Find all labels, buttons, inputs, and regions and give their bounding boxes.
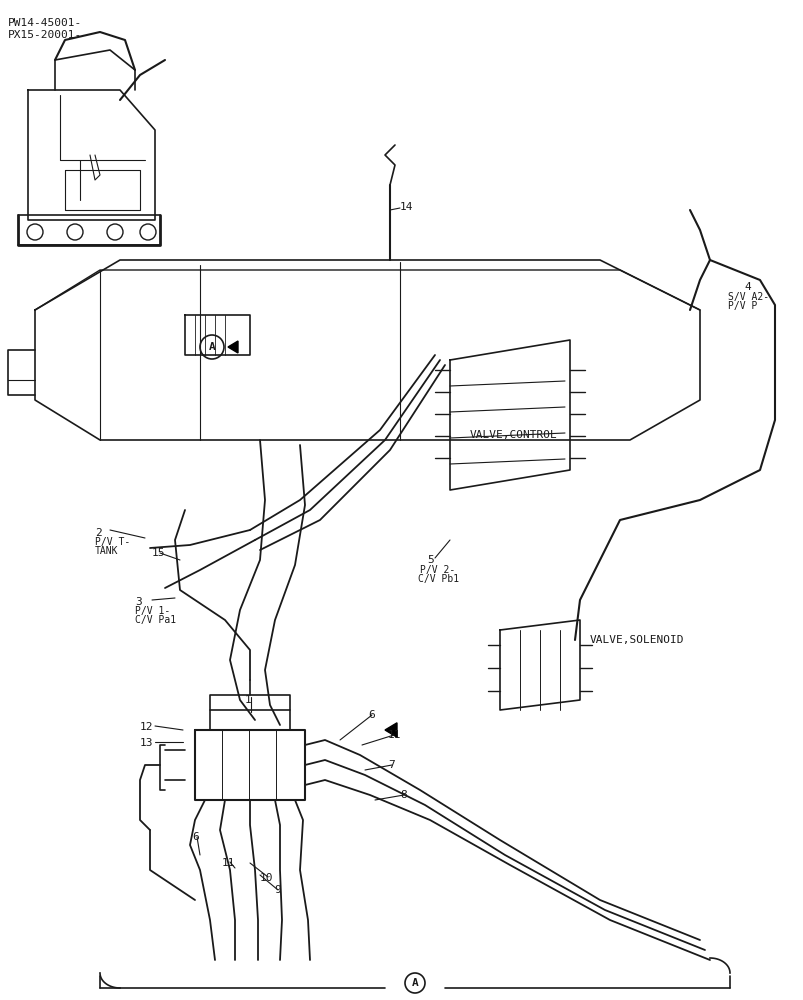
Text: 9: 9 (274, 885, 280, 895)
Text: 5: 5 (426, 555, 433, 565)
Text: 15: 15 (152, 548, 165, 558)
Text: P/V T-: P/V T- (95, 537, 130, 547)
Polygon shape (385, 723, 397, 737)
Text: 11: 11 (222, 858, 235, 868)
Text: 2: 2 (95, 528, 102, 538)
Text: 11: 11 (388, 730, 401, 740)
Text: 12: 12 (140, 722, 153, 732)
Text: P/V 2-: P/V 2- (419, 565, 454, 575)
Text: PW14-45001-
PX15-20001-: PW14-45001- PX15-20001- (8, 18, 82, 40)
Polygon shape (228, 341, 238, 353)
Text: VALVE,CONTROL: VALVE,CONTROL (470, 430, 557, 440)
Text: 6: 6 (192, 832, 198, 842)
Text: 3: 3 (135, 597, 141, 607)
Text: 14: 14 (400, 202, 413, 212)
Text: C/V Pa1: C/V Pa1 (135, 615, 176, 625)
Text: 4: 4 (743, 282, 750, 292)
Text: A: A (411, 978, 418, 988)
Text: TANK: TANK (95, 546, 118, 556)
Text: VALVE,SOLENOID: VALVE,SOLENOID (589, 635, 683, 645)
Text: P/V 1-: P/V 1- (135, 606, 170, 616)
Text: S/V A2-: S/V A2- (727, 292, 768, 302)
Text: 6: 6 (368, 710, 374, 720)
Text: 7: 7 (388, 760, 394, 770)
Text: 1: 1 (245, 695, 251, 705)
Text: C/V Pb1: C/V Pb1 (418, 574, 459, 584)
Text: 8: 8 (400, 790, 406, 800)
Text: 13: 13 (140, 738, 153, 748)
Text: P/V P: P/V P (727, 301, 756, 311)
Text: A: A (208, 342, 215, 352)
Text: 10: 10 (259, 873, 273, 883)
